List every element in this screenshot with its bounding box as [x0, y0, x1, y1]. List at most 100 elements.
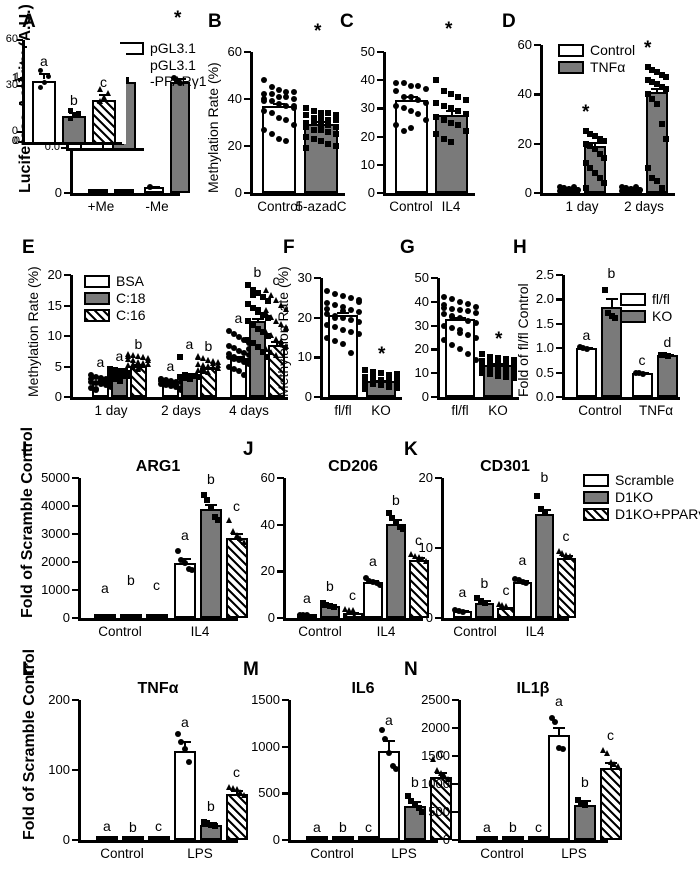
data-point [369, 368, 376, 375]
data-point [211, 514, 218, 521]
inset-data-point [37, 85, 43, 91]
y-tick [72, 617, 79, 620]
x-category-label: Control [453, 624, 497, 639]
y-tick [314, 316, 321, 319]
y-tick-label: 1500 [251, 692, 280, 707]
bar [601, 306, 622, 397]
data-point [511, 374, 518, 381]
data-point [654, 177, 660, 184]
data-point [195, 366, 201, 373]
data-point [448, 91, 454, 98]
data-point [283, 117, 290, 124]
inset-error-bar [43, 73, 45, 80]
data-point [273, 317, 279, 324]
group-letter: c [153, 577, 160, 594]
data-point [361, 380, 368, 387]
y-tick [244, 51, 251, 54]
y-tick [431, 324, 438, 327]
legend-label: BSA [116, 273, 145, 289]
data-point [195, 360, 201, 367]
y-tick [431, 277, 438, 280]
data-point [97, 381, 104, 388]
data-point [495, 366, 501, 373]
data-point [97, 378, 104, 385]
data-point [167, 381, 174, 388]
data-point [87, 375, 94, 382]
y-tick-label: 40 [260, 516, 275, 532]
x-axis-line [320, 397, 402, 400]
data-point [92, 373, 99, 380]
data-point [473, 303, 480, 310]
bar [513, 581, 532, 618]
panel-title: CD301 [480, 458, 530, 475]
error-cap [151, 617, 163, 620]
y-tick [377, 135, 384, 138]
data-point [394, 384, 401, 391]
y-tick-label: 60 [227, 44, 242, 59]
data-point [511, 363, 518, 370]
data-point [448, 119, 454, 126]
data-point [318, 138, 324, 145]
error-bar [610, 297, 613, 307]
data-point [541, 508, 548, 515]
y-tick [314, 277, 321, 280]
data-point [225, 342, 232, 349]
y-axis-line [458, 700, 461, 842]
inset-tick [18, 141, 23, 144]
y-tick [64, 335, 71, 338]
legend-swatch [620, 309, 646, 323]
inset-data-point [100, 94, 107, 101]
inset-data-point [96, 98, 103, 105]
inset-bar [62, 116, 86, 144]
y-tick [377, 51, 384, 54]
data-point [261, 77, 268, 84]
data-point [570, 184, 577, 191]
panel-label-k: K [404, 439, 418, 460]
error-cap [579, 800, 591, 803]
data-point [663, 86, 670, 93]
data-point [200, 364, 206, 371]
data-point [230, 354, 237, 361]
data-point [259, 293, 266, 300]
group-letter: c [535, 818, 542, 835]
inset-tick [17, 85, 23, 88]
y-tick [282, 699, 289, 702]
data-point [457, 327, 463, 334]
data-point [323, 334, 330, 341]
y-tick-label: 0 [267, 610, 275, 625]
data-point [259, 348, 266, 355]
panel-label-c: C [340, 11, 354, 32]
legend-label: C:16 [116, 307, 146, 324]
data-point [408, 125, 414, 132]
data-point [323, 602, 330, 609]
data-point [185, 565, 192, 572]
x-axis-line [250, 193, 345, 196]
data-point [210, 364, 216, 371]
data-point [400, 526, 407, 533]
data-point [495, 372, 501, 379]
data-point [385, 510, 392, 516]
data-point [195, 354, 201, 361]
data-point [658, 83, 665, 90]
data-point [419, 556, 426, 562]
data-point [125, 356, 131, 363]
data-point [411, 552, 418, 559]
data-point [430, 755, 437, 762]
x-category-label: KO [488, 403, 508, 418]
y-tick-label: 10 [360, 156, 375, 172]
data-point [332, 131, 339, 138]
data-point [503, 355, 510, 362]
data-point [408, 108, 414, 115]
data-point [176, 354, 183, 361]
bar [226, 537, 248, 618]
y-tick-label: 0 [62, 610, 70, 625]
data-point [178, 739, 185, 745]
data-point [106, 370, 113, 377]
data-point [552, 718, 559, 725]
data-point [419, 809, 426, 815]
data-point [356, 308, 363, 315]
y-axis-line [283, 478, 286, 620]
data-point [200, 491, 207, 498]
group-letter: a [166, 357, 175, 374]
data-point [162, 376, 169, 383]
